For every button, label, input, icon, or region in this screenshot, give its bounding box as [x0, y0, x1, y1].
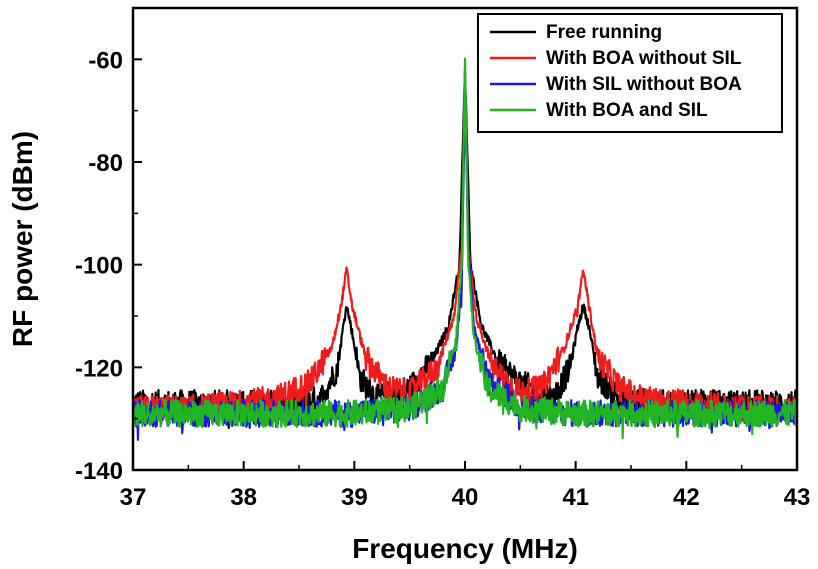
- legend-label-free-running: Free running: [546, 22, 662, 43]
- x-tick-label: 39: [341, 484, 368, 511]
- legend-box: [477, 13, 783, 133]
- x-tick-label: 41: [562, 484, 589, 511]
- series-group: [131, 57, 799, 441]
- legend: Free running With BOA without SIL With SIL…: [477, 13, 783, 133]
- legend-label-with-sil-without-boa: With SIL without BOA: [546, 74, 742, 95]
- x-tick-label: 37: [120, 484, 147, 511]
- legend-label-with-boa-and-sil: With BOA and SIL: [546, 100, 708, 121]
- y-tick-label: -60: [88, 47, 123, 74]
- y-tick-label: -100: [75, 253, 123, 280]
- series-line-with-sil-without-boa: [131, 93, 799, 441]
- x-tick-label: 42: [673, 484, 700, 511]
- y-tick-label: -140: [75, 458, 123, 485]
- series-line-with-boa-and-sil: [131, 57, 799, 440]
- x-tick-label: 40: [452, 484, 479, 511]
- y-tick-label: -120: [75, 355, 123, 382]
- y-tick-label: -80: [88, 150, 123, 177]
- x-tick-label: 43: [784, 484, 811, 511]
- tick-label-group: 37 38 39 40 41 42 43 -140 -120 -100 -80 -60: [75, 47, 810, 511]
- legend-label-with-boa-without-sil: With BOA without SIL: [546, 48, 742, 69]
- y-axis-title: RF power (dBm): [7, 131, 38, 347]
- x-tick-label: 38: [230, 484, 257, 511]
- x-axis-title: Frequency (MHz): [352, 533, 578, 564]
- tick-group: [132, 58, 798, 471]
